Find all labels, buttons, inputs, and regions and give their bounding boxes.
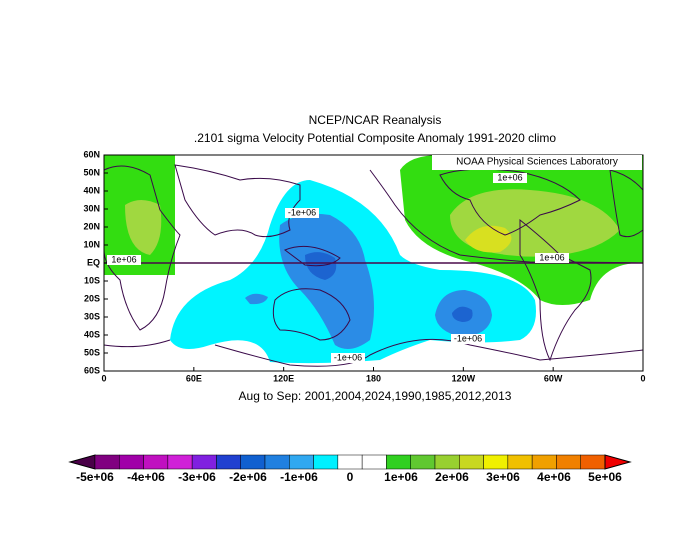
colorbar-box (531, 454, 557, 470)
lat-label: 50N (83, 167, 100, 177)
colorbar-box (216, 454, 241, 470)
lon-label: 120W (452, 373, 476, 383)
colorbar-label: -1e+06 (280, 470, 318, 484)
colorbar-box (580, 454, 606, 470)
colorbar-box (264, 454, 290, 470)
lat-label: 60N (83, 149, 100, 159)
colorbar-arrow (604, 454, 632, 470)
contour-label: 1e+06 (111, 254, 136, 264)
subtitle: .2101 sigma Velocity Potential Composite… (194, 131, 557, 145)
contour-label-bg (107, 255, 141, 265)
credit-box (432, 155, 642, 170)
coastlines (103, 164, 644, 367)
lon-label: 180 (366, 373, 381, 383)
colorbar-box (434, 454, 460, 470)
colorbar-box (410, 454, 436, 470)
negative-region-strong (279, 213, 374, 349)
lat-label: 20N (83, 221, 100, 231)
colorbar-box (507, 454, 533, 470)
lat-label: 10N (83, 239, 100, 249)
colorbar-box (289, 454, 314, 470)
colorbar-box (119, 454, 144, 470)
colorbar-label: -5e+06 (76, 470, 114, 484)
lon-label: 120E (273, 373, 294, 383)
lat-label: 40N (83, 185, 100, 195)
lat-label: EQ (87, 257, 100, 267)
colorbar: -5e+06 -4e+06 -3e+06 -2e+06 -1e+06 0 1e+06 2e+0… (68, 454, 632, 484)
lat-label: 60S (84, 365, 100, 375)
lon-label: 60W (544, 373, 563, 383)
colorbar-box (313, 454, 339, 470)
lat-label: 40S (84, 329, 100, 339)
positive-region-west-strong (125, 200, 162, 255)
colorbar-label: 2e+06 (435, 470, 469, 484)
contour-label-bg (331, 353, 365, 363)
lat-label: 30N (83, 203, 100, 213)
lat-label: 50S (84, 347, 100, 357)
contour-label: -1e+06 (454, 333, 482, 343)
credit: NOAA Physical Sciences Laboratory (456, 157, 618, 168)
contour-label: 1e+06 (497, 172, 522, 182)
colorbar-label: -3e+06 (178, 470, 216, 484)
colorbar-box (94, 454, 120, 470)
contour-label: -1e+06 (288, 207, 316, 217)
contour-label-bg (535, 253, 569, 263)
lon-label: 0 (101, 373, 106, 383)
contour-label: 1e+06 (539, 252, 564, 262)
lon-label: 0 (640, 373, 645, 383)
colorbar-label: 5e+06 (588, 470, 622, 484)
colorbar-label: 4e+06 (537, 470, 571, 484)
colorbar-label: 3e+06 (486, 470, 520, 484)
negative-core-east (452, 306, 473, 322)
lat-label: 30S (84, 311, 100, 321)
colorbar-box (459, 454, 484, 470)
lat-label: 20S (84, 293, 100, 303)
colorbar-box (167, 454, 193, 470)
caption: Aug to Sep: 2001,2004,2024,1990,1985,201… (239, 389, 512, 403)
lon-label: 60E (186, 373, 202, 383)
contour-label-bg (451, 334, 485, 344)
negative-region-small (245, 293, 268, 305)
contour-labels: -1e+06 1e+06 1e+06 1e+06 -1e+06 -1e+06 (107, 172, 569, 363)
contour-label-bg (493, 173, 527, 183)
colorbar-label: -2e+06 (229, 470, 267, 484)
colorbar-box (191, 454, 217, 470)
colorbar-box (483, 454, 509, 470)
lat-label: 10S (84, 275, 100, 285)
colorbar-box (337, 454, 363, 470)
colorbar-box (556, 454, 581, 470)
colorbar-label: 0 (347, 470, 354, 484)
colorbar-box (143, 454, 169, 470)
contour-label-bg (285, 208, 319, 218)
contour-label: -1e+06 (334, 352, 362, 362)
colorbar-label: 1e+06 (384, 470, 418, 484)
colorbar-box (386, 454, 411, 470)
colorbar-label: -4e+06 (127, 470, 165, 484)
title: NCEP/NCAR Reanalysis (309, 113, 442, 127)
colorbar-box (240, 454, 266, 470)
negative-core (305, 252, 337, 280)
colorbar-box (361, 454, 387, 470)
